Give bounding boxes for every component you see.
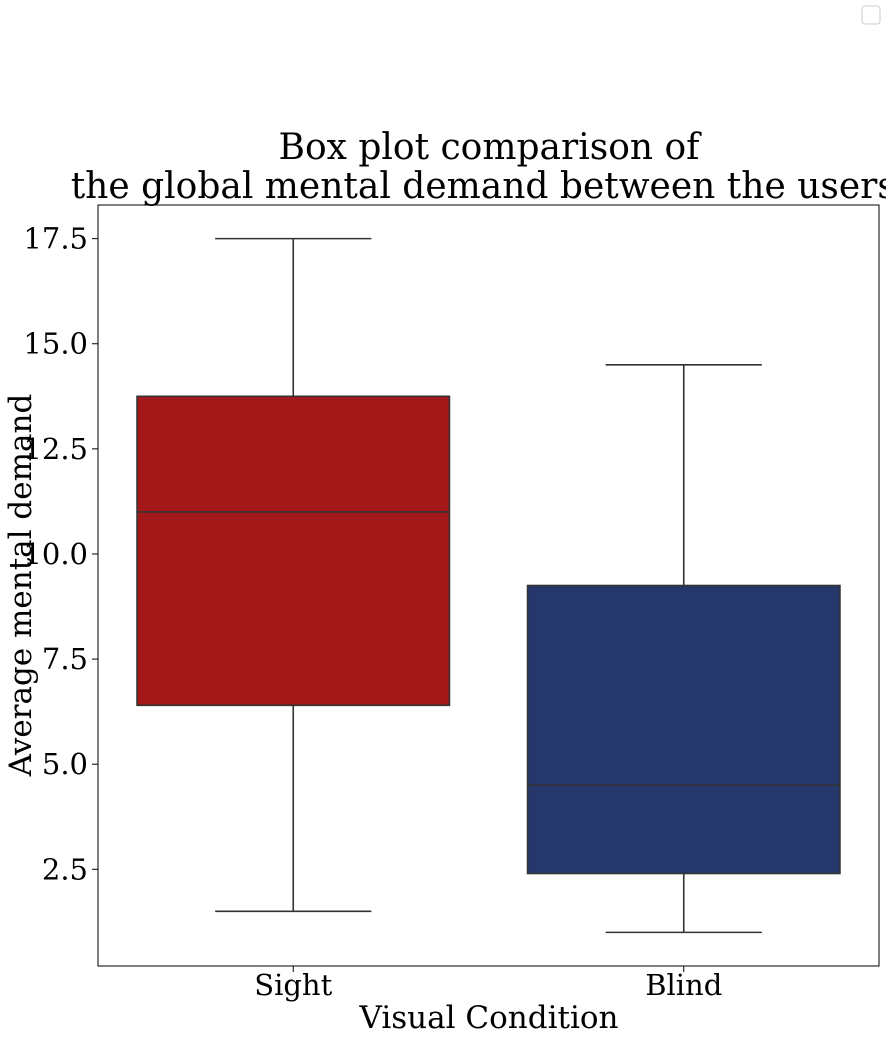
y-tick-label: 17.5 <box>23 222 88 256</box>
box-sight <box>136 395 451 707</box>
y-tick-label: 7.5 <box>42 642 88 676</box>
x-axis-label: Visual Condition <box>359 1000 619 1036</box>
plot-frame <box>97 204 880 967</box>
chart-title-line-2: the global mental demand between the use… <box>71 166 886 207</box>
x-tick-label: Blind <box>645 968 722 1002</box>
y-tick-label: 10.0 <box>23 537 88 571</box>
plot-area <box>136 237 841 934</box>
y-tick-label: 12.5 <box>23 432 88 466</box>
y-tick-label: 5.0 <box>42 747 88 781</box>
box-blind <box>526 584 841 875</box>
x-tick-label: Sight <box>254 968 332 1002</box>
y-tick-label: 2.5 <box>42 852 88 886</box>
legend-box <box>861 5 881 25</box>
y-axis-label: Average mental demand <box>3 394 39 778</box>
chart-title-line-1: Box plot comparison of <box>279 127 703 168</box>
y-tick-label: 15.0 <box>23 327 88 361</box>
